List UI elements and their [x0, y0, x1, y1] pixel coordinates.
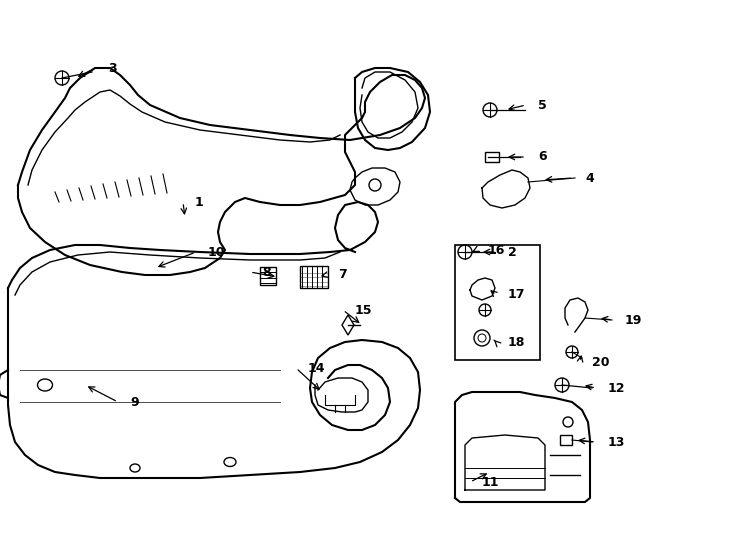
Bar — [300, 266, 328, 288]
Text: 10: 10 — [208, 246, 225, 259]
Text: 11: 11 — [482, 476, 500, 489]
Text: 9: 9 — [130, 395, 139, 408]
Text: 14: 14 — [308, 361, 325, 375]
Text: 6: 6 — [538, 151, 547, 164]
Text: 7: 7 — [338, 268, 346, 281]
Text: 18: 18 — [508, 335, 526, 348]
Text: 5: 5 — [538, 98, 547, 111]
Text: 19: 19 — [625, 314, 642, 327]
Bar — [455, 245, 540, 360]
Text: 13: 13 — [608, 435, 625, 449]
Text: 1: 1 — [195, 195, 204, 208]
Text: 4: 4 — [585, 172, 594, 185]
Bar — [485, 152, 499, 162]
Bar — [260, 267, 276, 285]
Text: 16: 16 — [488, 244, 506, 256]
Text: 3: 3 — [108, 62, 117, 75]
Bar — [560, 435, 572, 445]
Text: 12: 12 — [608, 381, 625, 395]
Text: 17: 17 — [508, 288, 526, 301]
Text: 20: 20 — [592, 355, 609, 368]
Text: 8: 8 — [262, 266, 271, 279]
Text: 2: 2 — [508, 246, 517, 259]
Text: 15: 15 — [355, 303, 372, 316]
